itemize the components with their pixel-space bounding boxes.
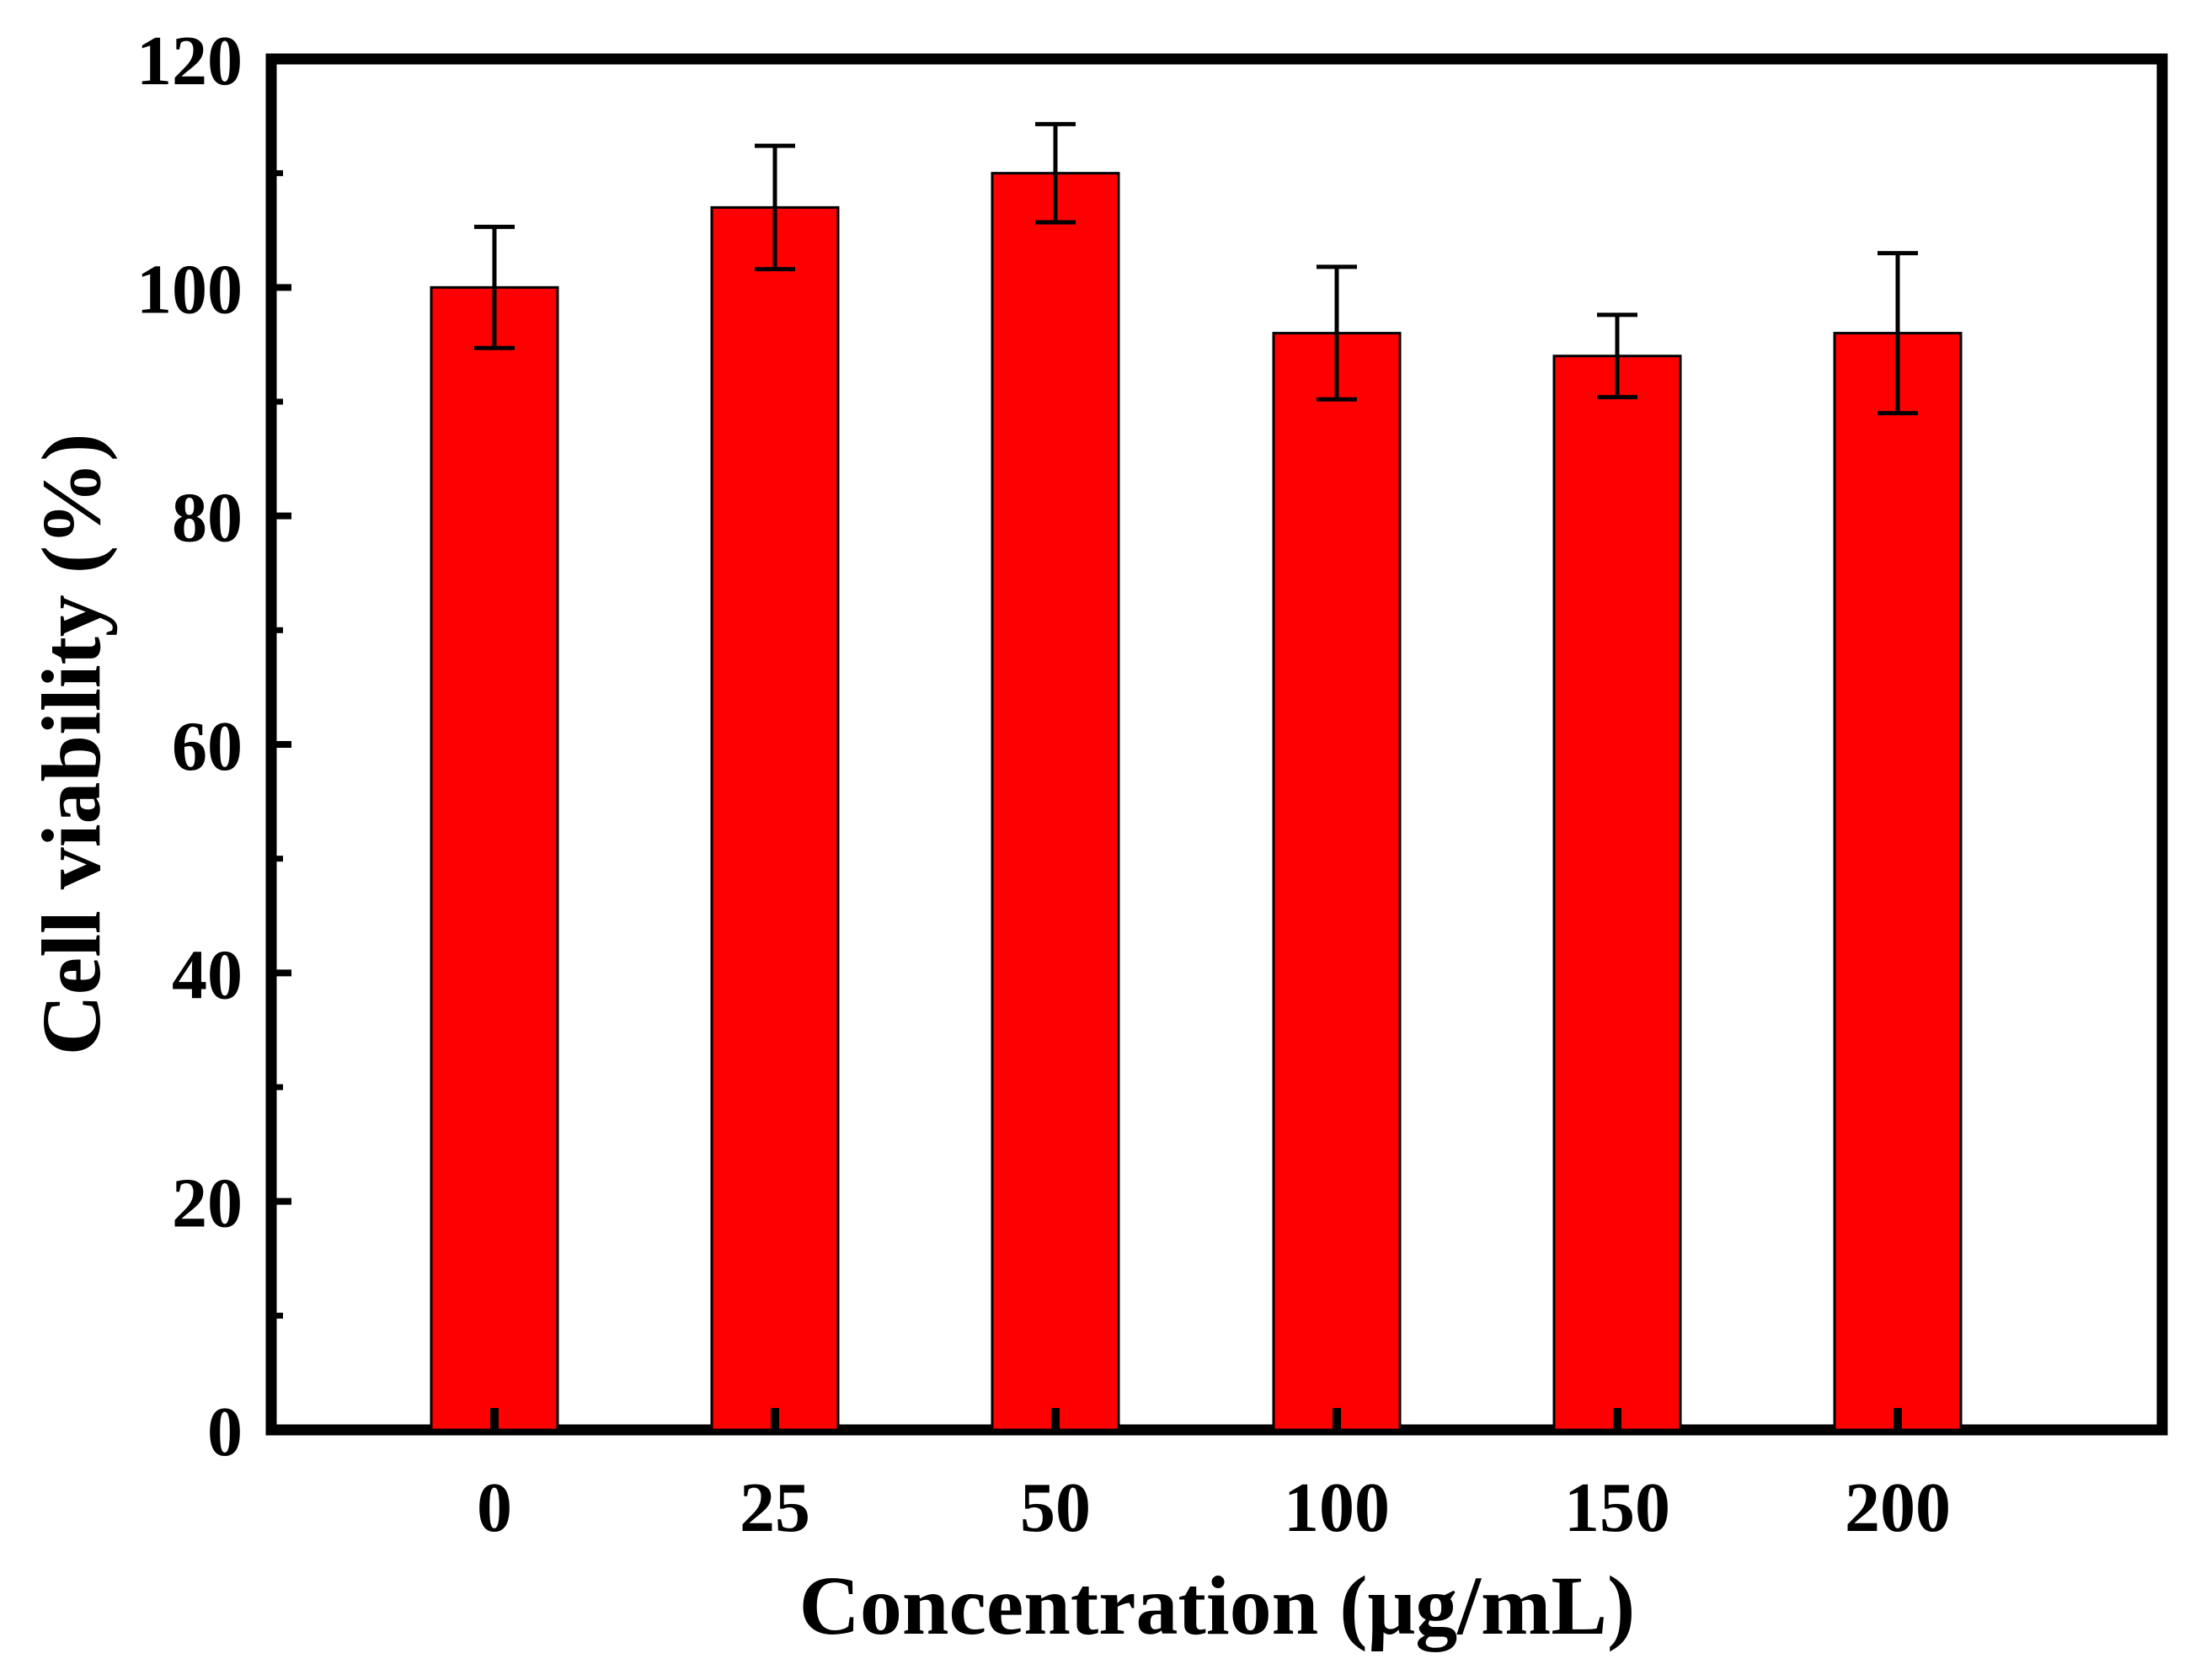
x-tick-label-150: 150 [1564, 1469, 1670, 1547]
error-bar-200 [1878, 251, 1918, 416]
y-tick-label-40: 40 [172, 936, 243, 1014]
y-axis-title: Cell viability (%) [24, 434, 118, 1056]
x-tick-label-25: 25 [740, 1469, 810, 1547]
bar-0 [430, 285, 559, 1432]
y-axis: 0 20 40 60 80 100 120 [136, 22, 291, 1471]
y-tick-label-100: 100 [136, 250, 243, 328]
error-bars-layer [474, 121, 1918, 416]
y-tick-label-0: 0 [207, 1393, 243, 1471]
y-tick-label-20: 20 [172, 1165, 243, 1243]
y-tick-label-80: 80 [172, 479, 243, 557]
x-axis: 0 25 50 100 150 200 [477, 1469, 1951, 1547]
x-tick-label-200: 200 [1845, 1469, 1951, 1547]
x-tick-label-100: 100 [1284, 1469, 1390, 1547]
bar-150 [1552, 355, 1682, 1432]
x-tick-label-50: 50 [1020, 1469, 1091, 1547]
bar-25 [710, 205, 840, 1432]
error-bar-25 [755, 143, 795, 272]
y-tick-label-60: 60 [172, 707, 243, 786]
bar-200 [1833, 332, 1963, 1432]
error-bar-50 [1035, 121, 1076, 225]
error-bar-100 [1317, 264, 1357, 402]
bar-100 [1272, 332, 1402, 1432]
x-axis-title: Concentration (μg/mL) [799, 1559, 1636, 1652]
bars-layer [430, 172, 1963, 1432]
error-bar-0 [474, 224, 515, 350]
y-tick-label-120: 120 [136, 22, 243, 100]
error-bar-150 [1597, 312, 1637, 400]
bar-50 [991, 172, 1120, 1432]
x-tick-label-0: 0 [477, 1469, 512, 1547]
